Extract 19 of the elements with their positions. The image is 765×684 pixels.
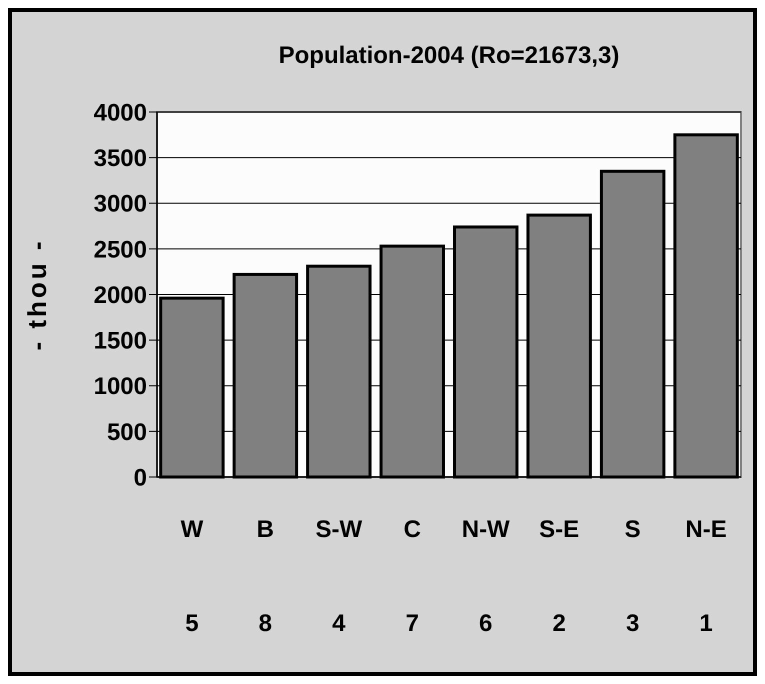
y-tick-label: 3500 (94, 145, 147, 172)
y-tick-label: 2500 (94, 236, 147, 264)
chart-title: Population-2004 (Ro=21673,3) (278, 42, 620, 69)
category-label: S 3 (624, 516, 641, 637)
category-label: W 5 (180, 516, 204, 637)
category-label: S-E 2 (539, 516, 580, 637)
category-label: S-W 4 (315, 516, 362, 637)
y-tick-label: 1500 (94, 328, 147, 355)
y-tick-label: 0 (134, 464, 147, 492)
category-label: N-E 1 (685, 516, 727, 637)
category-label: C 7 (404, 516, 421, 637)
y-tick-label: 4000 (94, 99, 147, 126)
y-tick-label: 3000 (94, 190, 147, 218)
y-tick-label: 1000 (94, 373, 147, 400)
category-label: B 8 (256, 516, 274, 637)
category-label: N-W 6 (462, 516, 510, 637)
y-tick-label: 2000 (94, 282, 147, 309)
y-axis-title: - thou - (22, 238, 52, 351)
y-tick-label: 500 (106, 418, 147, 446)
